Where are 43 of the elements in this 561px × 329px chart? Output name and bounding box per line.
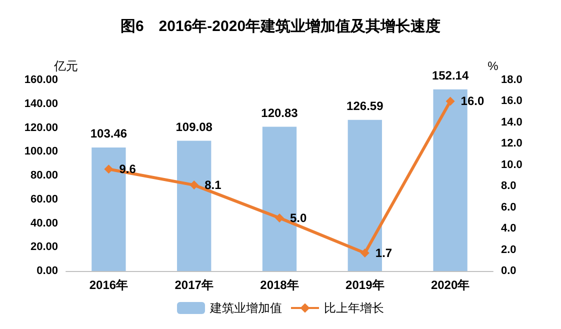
point <box>190 180 199 190</box>
y-tick-label: 140.00 <box>24 98 58 110</box>
y2-tick-label: 2.0 <box>501 244 516 256</box>
legend-label: 比上年增长 <box>324 301 384 315</box>
y2-tick-label: 10.0 <box>501 158 522 171</box>
y-tick-label: 60.00 <box>30 193 58 206</box>
point <box>446 96 455 106</box>
data-label: 103.46 <box>90 126 128 140</box>
y-axis-title: 亿元 <box>53 59 78 73</box>
x-tick-label: 2019年 <box>346 278 384 292</box>
point <box>104 164 114 174</box>
data-label: 120.83 <box>261 106 298 120</box>
y-tick-label: 120.00 <box>24 122 58 134</box>
data-label: 126.59 <box>346 98 384 113</box>
data-label: 152.14 <box>432 68 469 82</box>
x-tick-label: 2018年 <box>260 278 299 292</box>
y-tick-label: 100.00 <box>24 146 58 158</box>
data-label: 109.08 <box>176 120 213 134</box>
y2-tick-label: 16.0 <box>501 95 522 108</box>
y-tick-label: 80.00 <box>30 170 58 182</box>
point <box>275 213 284 222</box>
y2-tick-label: 0.0 <box>501 265 516 277</box>
x-tick-label: 2016年 <box>89 278 128 292</box>
y-tick-label: 0.00 <box>36 265 58 277</box>
point <box>360 248 370 258</box>
y2-tick-label: 12.0 <box>501 138 522 150</box>
y-tick-label: 40.00 <box>30 217 58 230</box>
y-tick-label: 20.00 <box>30 241 58 254</box>
x-tick-label: 2017年 <box>174 278 214 292</box>
chart-title: 图6 2016年-2020年建筑业增加值及其增长速度 <box>120 17 441 35</box>
y2-axis-title: % <box>488 59 499 73</box>
legend-label: 建筑业增加值 <box>209 301 282 315</box>
y2-tick-label: 14.0 <box>501 116 522 128</box>
data-label: 16.0 <box>460 94 484 108</box>
data-label: 8.1 <box>204 178 222 192</box>
data-label: 5.0 <box>290 210 308 225</box>
y2-tick-label: 18.0 <box>501 74 522 86</box>
y2-tick-label: 4.0 <box>501 222 516 235</box>
y2-tick-label: 8.0 <box>501 180 516 192</box>
y-tick-label: 160.00 <box>24 74 58 86</box>
data-label: 1.7 <box>375 246 392 260</box>
x-tick-label: 2020年 <box>430 278 470 292</box>
y2-tick-label: 6.0 <box>501 201 516 214</box>
